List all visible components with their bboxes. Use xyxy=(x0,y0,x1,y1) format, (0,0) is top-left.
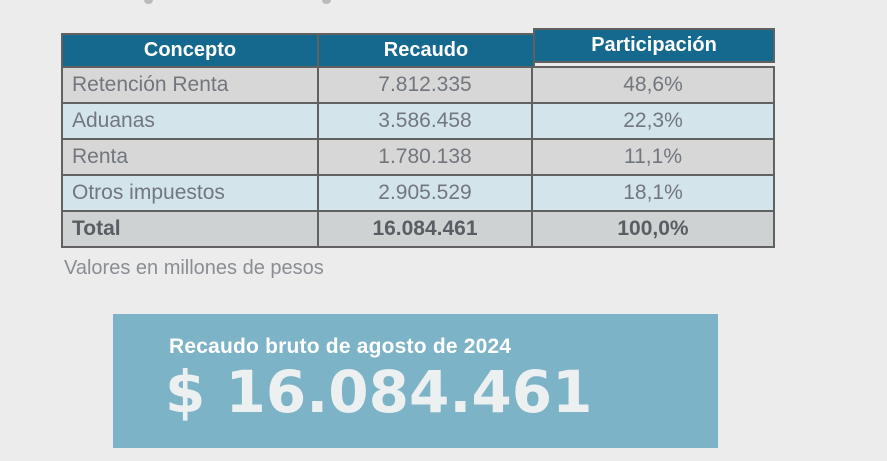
table-cell-concepto: Renta xyxy=(63,140,317,174)
table-cell-participacion: 18,1% xyxy=(533,176,773,210)
recaudo-table: Retención Renta 7.812.335 48,6% Aduanas … xyxy=(61,66,775,248)
cropped-text-remnant xyxy=(144,0,153,4)
cropped-text-remnant xyxy=(322,0,331,4)
table-cell-total-label: Total xyxy=(63,212,317,246)
kpi-highlight-box: Recaudo bruto de agosto de 2024 $ 16.084… xyxy=(113,314,718,448)
table-cell-concepto: Retención Renta xyxy=(63,68,317,102)
table-cell-participacion: 11,1% xyxy=(533,140,773,174)
table-cell-recaudo: 1.780.138 xyxy=(319,140,531,174)
table-cell-concepto: Aduanas xyxy=(63,104,317,138)
column-header-recaudo: Recaudo xyxy=(317,33,535,66)
table-cell-total-recaudo: 16.084.461 xyxy=(319,212,531,246)
table-cell-recaudo: 7.812.335 xyxy=(319,68,531,102)
column-header-participacion: Participación xyxy=(533,28,775,63)
table-cell-total-participacion: 100,0% xyxy=(533,212,773,246)
table-cell-recaudo: 3.586.458 xyxy=(319,104,531,138)
column-header-concepto: Concepto xyxy=(61,33,319,66)
units-note: Valores en millones de pesos xyxy=(64,257,324,279)
table-cell-participacion: 22,3% xyxy=(533,104,773,138)
table-cell-concepto: Otros impuestos xyxy=(63,176,317,210)
kpi-title: Recaudo bruto de agosto de 2024 xyxy=(169,335,512,358)
kpi-amount: $ 16.084.461 xyxy=(165,358,593,426)
table-cell-participacion: 48,6% xyxy=(533,68,773,102)
table-cell-recaudo: 2.905.529 xyxy=(319,176,531,210)
